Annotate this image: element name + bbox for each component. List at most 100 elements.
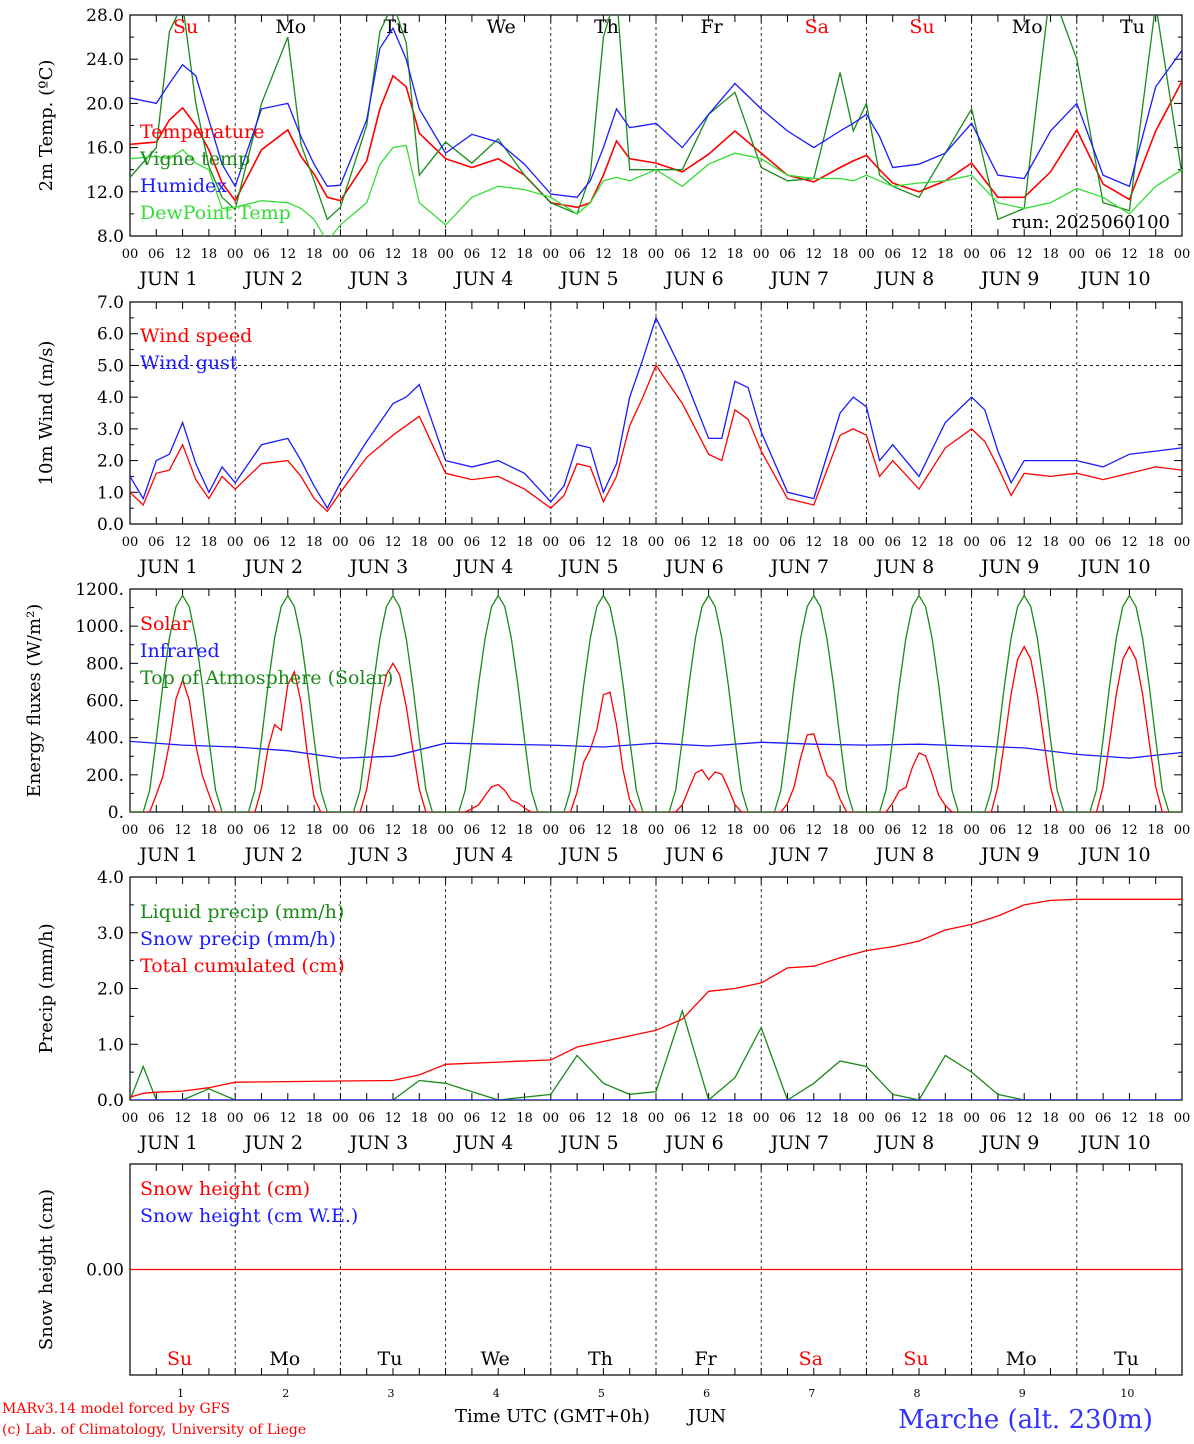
- day-label: JUN 1: [137, 844, 197, 866]
- y-axis-title: Snow height (cm): [36, 1189, 57, 1350]
- hour-tick-label: 06: [148, 823, 165, 838]
- day-label: JUN 6: [663, 268, 723, 290]
- hour-tick-label: 06: [464, 535, 481, 550]
- day-label: JUN 10: [1078, 268, 1150, 290]
- hour-tick-label: 06: [884, 247, 901, 262]
- hour-tick-label: 00: [543, 1111, 560, 1126]
- day-number: 2: [282, 1387, 289, 1400]
- y-tick-label: 16.0: [86, 139, 124, 159]
- hour-tick-label: 06: [884, 823, 901, 838]
- y-tick-label: 0.0: [97, 515, 124, 535]
- hour-tick-label: 00: [858, 1111, 875, 1126]
- hour-tick-label: 18: [621, 823, 638, 838]
- day-label: JUN 9: [979, 844, 1039, 866]
- hour-tick-label: 00: [543, 247, 560, 262]
- day-label: JUN 1: [137, 556, 197, 578]
- hour-tick-label: 06: [1095, 247, 1112, 262]
- legend-green: Top of Atmosphere (Solar): [140, 667, 393, 689]
- weekday-label: We: [481, 1348, 510, 1370]
- y-tick-label: 200.: [86, 766, 124, 786]
- y-tick-label: 6.0: [97, 325, 124, 345]
- hour-tick-label: 06: [148, 247, 165, 262]
- series-line-green: [130, 15, 1182, 221]
- hour-tick-label: 18: [937, 247, 954, 262]
- hour-tick-label: 12: [911, 535, 928, 550]
- hour-tick-label: 12: [700, 247, 717, 262]
- hour-tick-label: 18: [727, 247, 744, 262]
- hour-tick-label: 06: [1095, 1111, 1112, 1126]
- day-label: JUN 3: [348, 1132, 408, 1154]
- x-axis-month: JUN: [686, 1406, 726, 1427]
- hour-tick-label: 00: [227, 247, 244, 262]
- day-label: JUN 4: [453, 268, 513, 290]
- hour-tick-label: 06: [674, 247, 691, 262]
- y-tick-label: 1000.: [75, 617, 124, 637]
- day-label: JUN 9: [979, 268, 1039, 290]
- hour-tick-label: 12: [595, 823, 612, 838]
- hour-tick-label: 12: [595, 535, 612, 550]
- hour-tick-label: 12: [806, 1111, 823, 1126]
- series-line-red: [130, 74, 1182, 209]
- hour-tick-label: 06: [779, 823, 796, 838]
- hour-tick-label: 06: [358, 247, 375, 262]
- weekday-label: Fr: [700, 16, 723, 38]
- hour-tick-label: 06: [674, 823, 691, 838]
- hour-tick-label: 18: [306, 535, 323, 550]
- day-label: JUN 8: [874, 556, 934, 578]
- hour-tick-label: 00: [437, 247, 454, 262]
- series-line-blue: [130, 26, 1182, 198]
- run-annotation: run: 2025060100: [1012, 212, 1170, 233]
- hour-tick-label: 18: [411, 1111, 428, 1126]
- legend-red: Solar: [140, 613, 192, 635]
- hour-tick-label: 18: [937, 823, 954, 838]
- hour-tick-label: 00: [753, 535, 770, 550]
- hour-tick-label: 06: [464, 247, 481, 262]
- day-label: JUN 10: [1078, 556, 1150, 578]
- hour-tick-label: 06: [990, 247, 1007, 262]
- day-label: JUN 3: [348, 844, 408, 866]
- weekday-label: Tu: [1120, 16, 1145, 38]
- hour-tick-label: 12: [490, 823, 507, 838]
- hour-tick-label: 00: [1174, 823, 1191, 838]
- hour-tick-label: 18: [1147, 1111, 1164, 1126]
- model-line: MARv3.14 model forced by GFS: [2, 1401, 230, 1417]
- hour-tick-label: 12: [1121, 535, 1138, 550]
- y-tick-label: 0.: [108, 803, 124, 823]
- hour-tick-label: 12: [595, 1111, 612, 1126]
- weekday-label: Tu: [1114, 1348, 1139, 1370]
- hour-tick-label: 06: [464, 823, 481, 838]
- hour-tick-label: 00: [227, 823, 244, 838]
- weekday-label: Th: [588, 1348, 613, 1370]
- hour-tick-label: 12: [490, 247, 507, 262]
- weekday-label: Mo: [1012, 16, 1043, 38]
- hour-tick-label: 18: [306, 1111, 323, 1126]
- day-label: JUN 5: [558, 844, 618, 866]
- day-label: JUN 7: [769, 556, 829, 578]
- panel-1: 8.0 12.0 16.0 20.0 24.0 28.0 2m Temp. (ºC) 00 06…: [36, 6, 1190, 290]
- hour-tick-label: 18: [832, 823, 849, 838]
- day-label: JUN 4: [453, 556, 513, 578]
- series-line-green: [130, 1008, 1182, 1100]
- hour-tick-label: 00: [858, 823, 875, 838]
- panel-3: 0. 200. 400. 600. 800. 1000. 1200. Energy fluxe…: [24, 580, 1190, 866]
- hour-tick-label: 12: [700, 1111, 717, 1126]
- hour-tick-label: 18: [516, 247, 533, 262]
- hour-tick-label: 00: [437, 1111, 454, 1126]
- hour-tick-label: 06: [884, 1111, 901, 1126]
- hour-tick-label: 12: [385, 535, 402, 550]
- hour-tick-label: 00: [332, 823, 349, 838]
- hour-tick-label: 18: [1042, 823, 1059, 838]
- hour-tick-label: 06: [358, 823, 375, 838]
- day-label: JUN 9: [979, 556, 1039, 578]
- hour-tick-label: 06: [779, 535, 796, 550]
- y-tick-label: 28.0: [86, 6, 124, 26]
- day-label: JUN 6: [663, 844, 723, 866]
- y-tick-label: 2.0: [97, 452, 124, 472]
- hour-tick-label: 00: [332, 247, 349, 262]
- hour-tick-label: 00: [1069, 823, 1086, 838]
- hour-tick-label: 12: [385, 823, 402, 838]
- hour-tick-label: 18: [832, 247, 849, 262]
- series-line-blue: [130, 316, 1182, 510]
- hour-tick-label: 06: [674, 535, 691, 550]
